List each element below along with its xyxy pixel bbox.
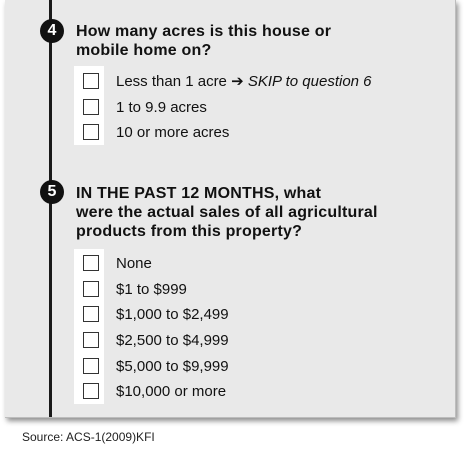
answer-option[interactable]: $1 to $999 [74,276,187,302]
question-text-line: How many acres is this house or [76,23,332,40]
option-text: Less than 1 acre [116,73,227,90]
checkbox[interactable] [83,73,99,89]
option-label: Less than 1 acre ➔ SKIP to question 6 [116,72,372,90]
questionnaire-panel: 4 How many acres is this house or mobile… [5,0,456,418]
checkbox[interactable] [83,306,99,322]
option-label: $1 to $999 [116,280,187,298]
source-caption: Source: ACS-1(2009)KFI [22,430,155,444]
answer-option[interactable]: $2,500 to $4,999 [74,327,229,353]
option-label: 10 or more acres [116,123,230,141]
question-number-badge: 5 [40,180,64,204]
question-text-line: IN THE PAST 12 MONTHS, what [76,185,322,202]
option-label: $2,500 to $4,999 [116,331,229,349]
answer-option[interactable]: 10 or more acres [74,119,229,145]
question-text: How many acres is this house or mobile h… [76,22,436,60]
answer-option[interactable]: None [74,250,152,276]
answer-option[interactable]: 1 to 9.9 acres [74,94,207,120]
question-number: 5 [47,183,57,200]
answer-option[interactable]: $1,000 to $2,499 [74,301,229,327]
question-number: 4 [47,22,57,39]
question-text-line: mobile home on? [76,42,212,59]
checkbox[interactable] [83,99,99,115]
checkbox[interactable] [83,124,99,140]
question-text-line: were the actual sales of all agricultura… [76,204,378,221]
checkbox-column [74,249,104,404]
question-text-line: products from this property? [76,223,303,240]
skip-instruction: SKIP to question 6 [247,73,372,90]
checkbox[interactable] [83,358,99,374]
question-number-badge: 4 [40,19,64,43]
answer-option[interactable]: $5,000 to $9,999 [74,353,229,379]
option-label: $1,000 to $2,499 [116,305,229,323]
checkbox[interactable] [83,383,99,399]
option-label: $5,000 to $9,999 [116,357,229,375]
skip-arrow-icon: ➔ [231,73,244,90]
checkbox[interactable] [83,332,99,348]
option-label: None [116,254,152,272]
answer-option[interactable]: $10,000 or more [74,378,226,404]
checkbox[interactable] [83,281,99,297]
answer-option[interactable]: Less than 1 acre ➔ SKIP to question 6 [74,68,372,94]
option-label: $10,000 or more [116,382,227,400]
question-text: IN THE PAST 12 MONTHS, what were the act… [76,184,436,241]
question-rail-line [49,0,52,417]
option-label: 1 to 9.9 acres [116,98,207,116]
checkbox[interactable] [83,255,99,271]
